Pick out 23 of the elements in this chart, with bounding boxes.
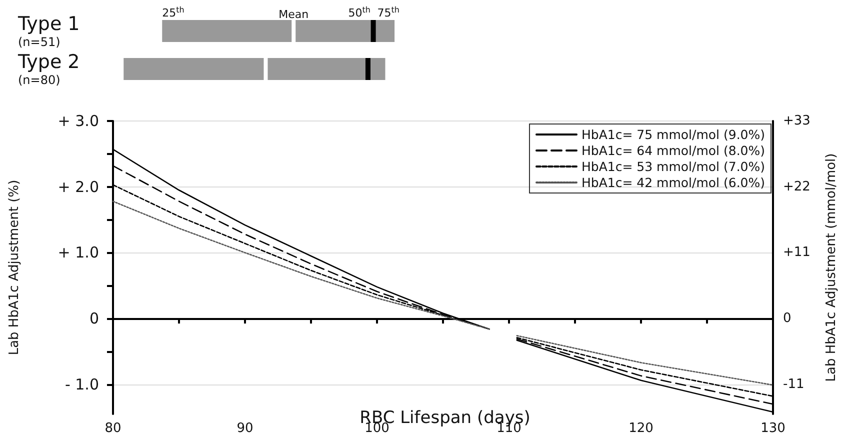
- y2-tick-label: +22: [783, 179, 810, 194]
- y-tick-label: 0: [89, 310, 99, 328]
- legend-label: HbA1c= 53 mmol/mol (7.0%): [582, 159, 766, 174]
- annotation: Mean: [278, 8, 309, 21]
- legend-label: HbA1c= 42 mmol/mol (6.0%): [582, 175, 766, 190]
- y2-tick-label: -11: [783, 376, 804, 392]
- x-tick-label: 130: [760, 421, 786, 435]
- y2-tick-label: +11: [783, 245, 810, 260]
- y-tick-label: + 2.0: [58, 178, 99, 196]
- legend-label: HbA1c= 64 mmol/mol (8.0%): [582, 143, 766, 158]
- y2-tick-label: 0: [783, 311, 792, 326]
- y-tick-label: Type 2 (n=80): [17, 51, 80, 87]
- y-axis-title: Lab HbA1c Adjustment (%): [7, 180, 22, 356]
- y2-axis-title: Lab HbA1c Adjustment (mmol/mol): [824, 153, 839, 382]
- legend-label: HbA1c= 75 mmol/mol (9.0%): [582, 127, 766, 142]
- x-tick-label: 120: [628, 421, 654, 435]
- y-tick-label: - 1.0: [64, 375, 99, 394]
- y-tick-label: Type 1 (n=51): [17, 13, 80, 49]
- y-tick-label: + 1.0: [58, 244, 99, 262]
- x-tick-label: 80: [104, 421, 122, 435]
- x-tick-label: 90: [236, 421, 254, 435]
- y-tick-label: + 3.0: [58, 112, 99, 130]
- y2-tick-label: +33: [783, 114, 810, 128]
